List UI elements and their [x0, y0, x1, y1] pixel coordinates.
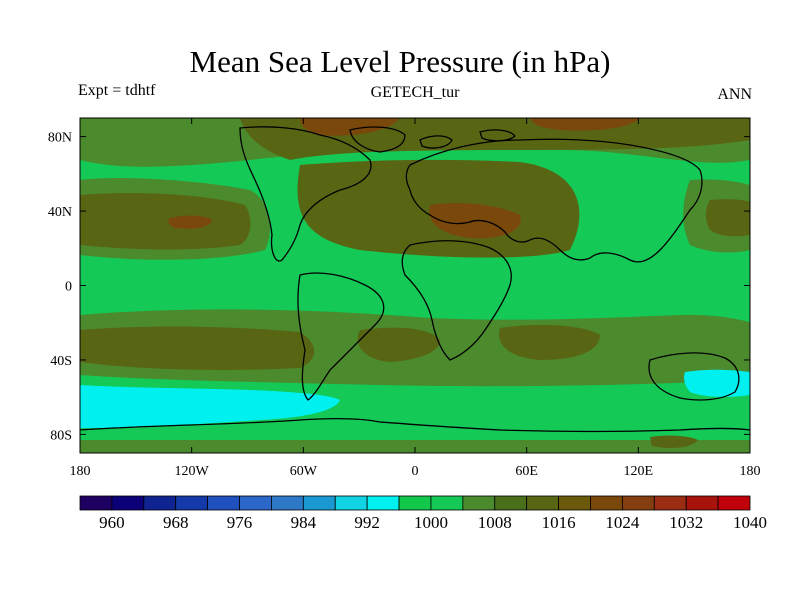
south-pacific-high [80, 326, 315, 370]
colorbar-swatch [621, 495, 655, 511]
colorbar-swatch [334, 495, 368, 511]
south-america-coastline [297, 272, 385, 401]
colorbar-swatch [717, 495, 751, 511]
colorbar-swatch [590, 495, 623, 511]
southern-ocean-low [80, 385, 340, 428]
lon-tick-label: 60W [290, 464, 318, 479]
arctic-islands-coastline [419, 129, 516, 149]
colorbar-label: 1000 [414, 513, 448, 532]
colorbar-label: 992 [354, 513, 380, 532]
colorbar-swatch [79, 495, 113, 511]
lon-tick-label: 180 [70, 464, 91, 479]
greenland-coastline [349, 126, 406, 153]
north-pacific-high [80, 193, 251, 250]
colorbar-label: 1032 [669, 513, 703, 532]
arctic-high-cell-east [530, 118, 640, 131]
colorbar-swatch [302, 495, 336, 511]
east-pacific-high-core [705, 199, 750, 237]
antarctic-high-core [650, 435, 698, 448]
colorbar-swatch [685, 495, 719, 511]
plot-title: Mean Sea Level Pressure (in hPa) [189, 44, 611, 79]
lon-tick-label: 0 [412, 464, 419, 479]
colorbar-swatch [366, 495, 400, 511]
map-fill-layer [80, 118, 750, 453]
dataset-label: GETECH_tur [370, 84, 460, 101]
north-america-coastline [239, 126, 372, 262]
eurasia-coastline [405, 138, 703, 263]
colorbar-label: 1024 [605, 513, 640, 532]
lat-tick-label: 80S [50, 428, 72, 443]
colorbar-swatch [271, 495, 304, 511]
colorbar-swatch [653, 495, 687, 511]
australia-coastline [648, 352, 740, 401]
season-label: ANN [717, 86, 752, 103]
colorbar-swatch [526, 495, 559, 511]
colorbar-swatch [175, 495, 209, 511]
colorbar-label: 976 [227, 513, 253, 532]
longitude-axis: 180 120W 60W 0 60E 120E 180 [70, 118, 761, 479]
colorbar-swatch [111, 495, 145, 511]
colorbar-swatch [398, 495, 432, 511]
lat-tick-label: 0 [65, 280, 72, 295]
south-pacific-low [684, 369, 750, 397]
colorbar-label: 968 [163, 513, 189, 532]
south-indian-high [499, 324, 600, 360]
colorbar-swatch [558, 495, 591, 511]
latitude-axis: 80N 40N 0 40S 80S [48, 131, 750, 443]
coastlines-layer [80, 126, 750, 433]
colorbar-swatch [494, 495, 528, 511]
colorbar-swatch [462, 495, 496, 511]
lon-tick-label: 180 [740, 464, 761, 479]
lat-tick-label: 80N [48, 131, 72, 146]
lon-tick-label: 60E [515, 464, 538, 479]
experiment-label: Expt = tdhtf [78, 82, 156, 99]
colorbar: 960 968 976 984 992 1000 1008 1016 1024 1032 1040 [79, 495, 767, 532]
lon-tick-label: 120E [624, 464, 654, 479]
north-pacific-high-core [168, 215, 212, 229]
antarctica-coastline [80, 418, 750, 433]
colorbar-label: 1008 [478, 513, 512, 532]
lon-tick-label: 120W [175, 464, 210, 479]
colorbar-swatch [143, 495, 177, 511]
lat-tick-label: 40S [50, 354, 72, 369]
colorbar-label: 984 [291, 513, 317, 532]
africa-coastline [401, 240, 512, 361]
antarctic-high [80, 440, 750, 453]
colorbar-label: 960 [99, 513, 125, 532]
colorbar-label: 1016 [542, 513, 576, 532]
colorbar-swatch [430, 495, 464, 511]
colorbar-swatch [207, 495, 240, 511]
lat-tick-label: 40N [48, 205, 72, 220]
arctic-high-cell [300, 118, 400, 136]
south-atlantic-high [357, 327, 440, 362]
colorbar-label: 1040 [733, 513, 767, 532]
colorbar-swatch [239, 495, 272, 511]
